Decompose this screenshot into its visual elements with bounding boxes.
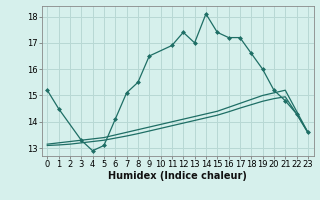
X-axis label: Humidex (Indice chaleur): Humidex (Indice chaleur): [108, 171, 247, 181]
